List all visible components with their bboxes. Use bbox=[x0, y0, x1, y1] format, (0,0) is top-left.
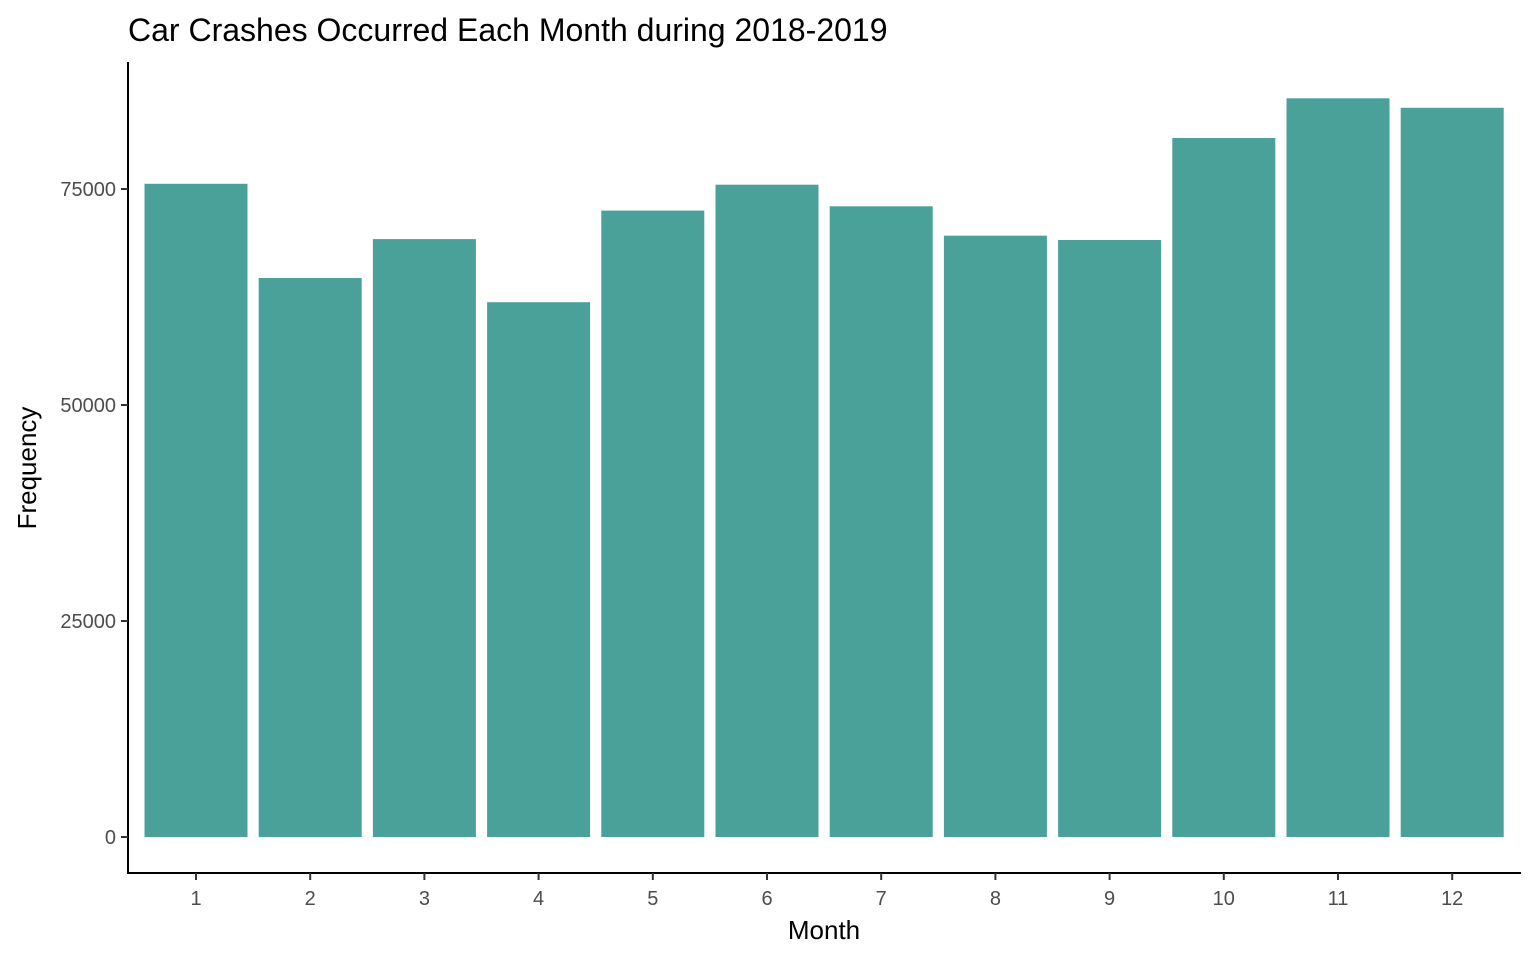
bar-month-1 bbox=[144, 183, 248, 838]
x-tick-label: 7 bbox=[876, 888, 887, 910]
chart-title: Car Crashes Occurred Each Month during 2… bbox=[128, 12, 888, 48]
bar-month-8 bbox=[943, 235, 1047, 837]
x-tick-label: 9 bbox=[1104, 888, 1115, 910]
x-tick-label: 10 bbox=[1213, 888, 1235, 910]
bar-month-5 bbox=[601, 210, 705, 838]
x-tick-label: 12 bbox=[1441, 888, 1463, 910]
bar-month-9 bbox=[1058, 240, 1162, 837]
x-tick-label: 6 bbox=[761, 888, 772, 910]
x-tick-label: 1 bbox=[190, 888, 201, 910]
bars-group bbox=[144, 98, 1504, 838]
bar-month-2 bbox=[258, 278, 362, 837]
bar-month-6 bbox=[715, 184, 819, 837]
x-tick-label: 8 bbox=[990, 888, 1001, 910]
bar-month-12 bbox=[1400, 107, 1504, 838]
y-axis-title: Frequency bbox=[12, 407, 42, 530]
x-tick-label: 11 bbox=[1328, 888, 1349, 910]
x-tick-label: 2 bbox=[305, 888, 316, 910]
x-ticks-group: 1 2 3 4 5 6 7 8 9 10 11 12 bbox=[190, 873, 1463, 910]
bar-month-3 bbox=[372, 239, 476, 838]
x-tick-label: 3 bbox=[419, 888, 430, 910]
y-tick-label: 50000 bbox=[60, 395, 116, 417]
y-ticks-group: 0 25000 50000 75000 bbox=[60, 179, 128, 849]
y-tick-label: 0 bbox=[105, 827, 116, 849]
y-tick-label: 25000 bbox=[60, 611, 116, 633]
y-tick-label: 75000 bbox=[60, 179, 116, 201]
bar-month-10 bbox=[1172, 138, 1276, 837]
bar-month-11 bbox=[1286, 98, 1390, 838]
x-tick-label: 5 bbox=[647, 888, 658, 910]
x-axis-title: Month bbox=[788, 915, 860, 945]
bar-month-7 bbox=[829, 206, 933, 838]
bar-month-4 bbox=[487, 302, 591, 837]
x-tick-label: 4 bbox=[533, 888, 544, 910]
